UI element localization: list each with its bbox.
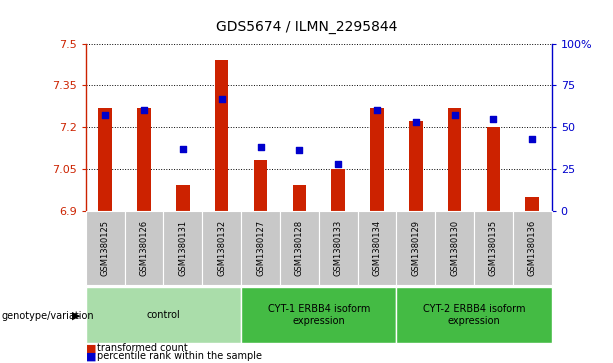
Text: GSM1380129: GSM1380129 xyxy=(411,220,421,276)
Point xyxy=(333,161,343,167)
Text: GSM1380134: GSM1380134 xyxy=(373,220,381,276)
Bar xyxy=(435,211,474,285)
Text: CYT-1 ERBB4 isoform
expression: CYT-1 ERBB4 isoform expression xyxy=(267,304,370,326)
Text: GDS5674 / ILMN_2295844: GDS5674 / ILMN_2295844 xyxy=(216,20,397,34)
Bar xyxy=(448,107,462,211)
Bar xyxy=(397,211,435,285)
Text: percentile rank within the sample: percentile rank within the sample xyxy=(97,351,262,362)
Point xyxy=(256,144,265,150)
Bar xyxy=(124,211,164,285)
Point xyxy=(139,107,149,113)
Bar xyxy=(241,211,280,285)
Bar xyxy=(176,185,189,211)
Text: CYT-2 ERBB4 isoform
expression: CYT-2 ERBB4 isoform expression xyxy=(423,304,525,326)
Point xyxy=(411,119,421,125)
Text: ■: ■ xyxy=(86,351,96,362)
Bar xyxy=(525,197,539,211)
Bar xyxy=(292,185,306,211)
Bar xyxy=(513,211,552,285)
Text: control: control xyxy=(147,310,180,320)
Point xyxy=(101,113,110,118)
Text: GSM1380132: GSM1380132 xyxy=(217,220,226,276)
Point xyxy=(294,147,304,153)
Text: GSM1380125: GSM1380125 xyxy=(101,220,110,276)
Text: GSM1380136: GSM1380136 xyxy=(528,220,537,276)
Text: GSM1380133: GSM1380133 xyxy=(333,220,343,276)
Text: ■: ■ xyxy=(86,343,96,354)
Point xyxy=(372,107,382,113)
Bar xyxy=(254,160,267,211)
Bar xyxy=(332,169,345,211)
Bar xyxy=(86,211,124,285)
Point xyxy=(527,136,537,142)
Text: GSM1380126: GSM1380126 xyxy=(140,220,148,276)
Bar xyxy=(487,127,500,211)
Bar xyxy=(164,211,202,285)
Bar xyxy=(409,122,422,211)
Bar xyxy=(215,60,229,211)
Bar xyxy=(397,287,552,343)
Text: genotype/variation: genotype/variation xyxy=(1,311,94,321)
Text: GSM1380127: GSM1380127 xyxy=(256,220,265,276)
Text: GSM1380135: GSM1380135 xyxy=(489,220,498,276)
Bar xyxy=(474,211,513,285)
Text: GSM1380128: GSM1380128 xyxy=(295,220,304,276)
Point xyxy=(489,116,498,122)
Bar xyxy=(280,211,319,285)
Bar xyxy=(99,107,112,211)
Point xyxy=(178,146,188,152)
Bar xyxy=(137,107,151,211)
Text: GSM1380131: GSM1380131 xyxy=(178,220,188,276)
Bar xyxy=(202,211,241,285)
Bar xyxy=(357,211,397,285)
Point xyxy=(450,113,460,118)
Bar xyxy=(370,107,384,211)
Text: transformed count: transformed count xyxy=(97,343,188,354)
Bar xyxy=(86,287,241,343)
Text: ▶: ▶ xyxy=(72,311,81,321)
Bar xyxy=(319,211,357,285)
Bar xyxy=(241,287,397,343)
Text: GSM1380130: GSM1380130 xyxy=(450,220,459,276)
Point xyxy=(217,96,227,102)
